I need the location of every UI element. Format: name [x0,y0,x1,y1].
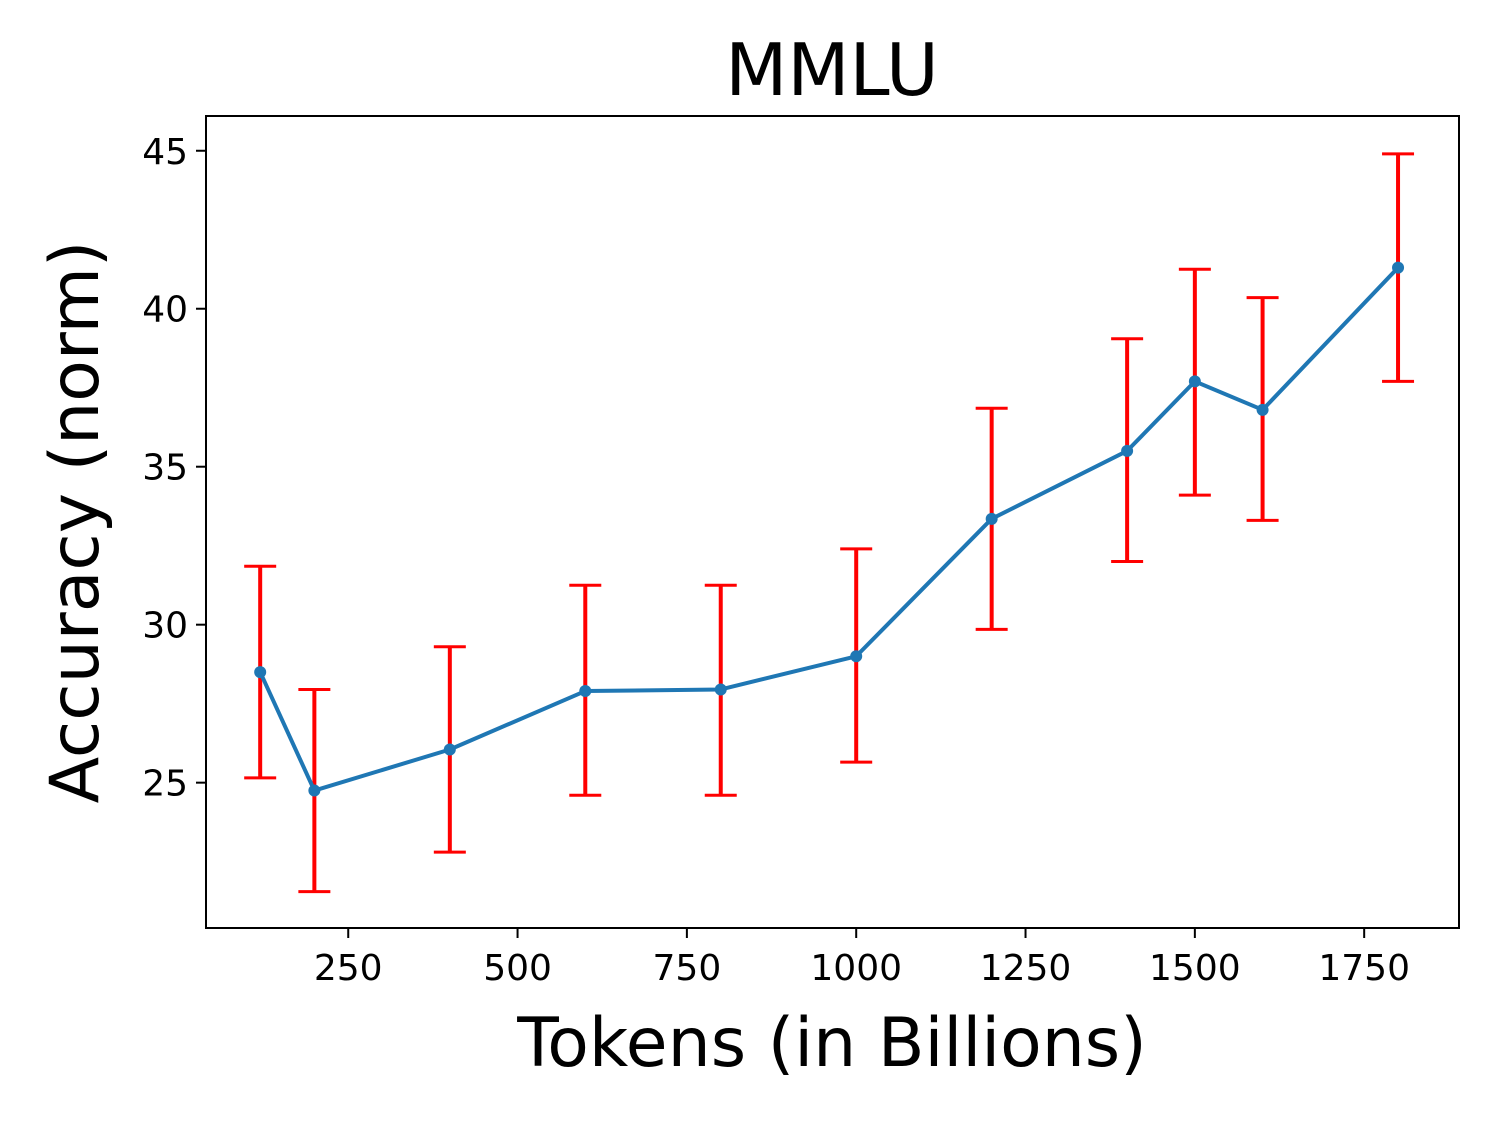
y-axis-label: Accuracy (norm) [36,241,115,804]
data-point [714,683,727,696]
data-point [1392,261,1405,274]
data-point [579,685,592,698]
plot-frame [205,115,1460,929]
data-point [850,650,863,663]
y-tick-label: 25 [142,764,188,805]
y-tick-label: 45 [142,132,188,173]
x-tick-label: 1500 [1149,948,1241,989]
y-tick-label: 30 [142,606,188,647]
y-tick-label: 35 [142,448,188,489]
data-point [1121,444,1134,457]
series-line [258,266,1400,793]
y-tick-label: 40 [142,290,188,331]
data-point [1188,375,1201,388]
x-tick-label: 750 [653,948,722,989]
x-tick-label: 1250 [980,948,1072,989]
x-tick-label: 1750 [1318,948,1410,989]
x-axis-label: Tokens (in Billions) [516,1004,1147,1083]
data-point [985,512,998,525]
data-point [254,666,267,679]
x-tick-label: 1000 [810,948,902,989]
plot-area: 250 500 750 1000 1250 1500 1750 25 30 35 40 45 [142,115,1460,989]
x-tick-label: 250 [314,948,383,989]
x-tick-label: 500 [483,948,552,989]
data-point [443,743,456,756]
data-point [1256,403,1269,416]
data-point [308,784,321,797]
chart-title: MMLU [725,28,938,112]
